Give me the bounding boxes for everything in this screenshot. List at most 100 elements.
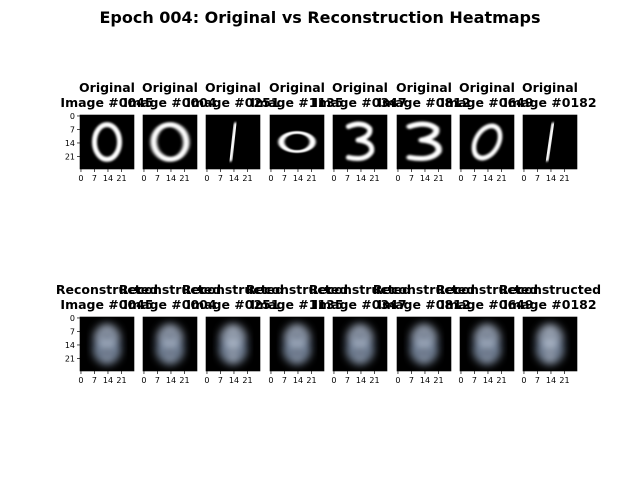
panel-title-image: Image #0251 [186, 297, 279, 312]
y-tick-label: 21 [65, 152, 75, 161]
panel-title-label: Reconstructed [309, 282, 411, 297]
x-tick-label: 14 [483, 174, 493, 183]
x-tick-label: 0 [78, 376, 83, 385]
heatmap-image [142, 114, 198, 170]
x-tick-label: 0 [78, 174, 83, 183]
heatmap-image [79, 316, 135, 372]
y-tick-label: 7 [70, 327, 75, 336]
x-tick-label: 7 [345, 376, 350, 385]
panel-title-label: Original [522, 80, 578, 95]
x-tick-label: 21 [116, 376, 126, 385]
x-tick-label: 0 [521, 376, 526, 385]
heatmap-image [396, 114, 452, 170]
x-tick-label: 0 [331, 376, 336, 385]
heatmap-image [459, 114, 515, 170]
x-tick-label: 0 [521, 174, 526, 183]
x-tick-label: 0 [141, 376, 146, 385]
panel-title-label: Reconstructed [56, 282, 158, 297]
panel-title-image: Image #0182 [503, 297, 596, 312]
x-tick-label: 0 [395, 376, 400, 385]
x-tick-label: 14 [103, 376, 113, 385]
x-tick-label: 21 [559, 376, 569, 385]
x-tick-label: 0 [395, 174, 400, 183]
x-tick-label: 21 [179, 174, 189, 183]
x-tick-label: 21 [496, 376, 506, 385]
x-tick-label: 21 [306, 174, 316, 183]
x-tick-label: 14 [229, 376, 239, 385]
y-tick-label: 7 [70, 125, 75, 134]
panel-title-label: Reconstructed [246, 282, 348, 297]
panel-title-image: Image #0251 [186, 95, 279, 110]
x-tick-label: 14 [103, 174, 113, 183]
x-tick-label: 21 [369, 376, 379, 385]
heatmap-image [269, 114, 325, 170]
x-tick-label: 14 [356, 376, 366, 385]
y-tick-label: 14 [65, 341, 75, 350]
panel-title-label: Original [142, 80, 198, 95]
x-tick-label: 0 [268, 376, 273, 385]
x-tick-label: 7 [535, 174, 540, 183]
x-tick-label: 21 [496, 174, 506, 183]
x-tick-label: 21 [306, 376, 316, 385]
panel-title-image: Image #0004 [123, 297, 216, 312]
panel-title-label: Original [269, 80, 325, 95]
x-tick-label: 14 [420, 174, 430, 183]
panel-title-label: Reconstructed [499, 282, 601, 297]
panel-title-label: Reconstructed [373, 282, 475, 297]
panel-title-label: Original [205, 80, 261, 95]
figure-title: Epoch 004: Original vs Reconstruction He… [99, 8, 541, 27]
x-tick-label: 21 [433, 174, 443, 183]
x-tick-label: 14 [293, 376, 303, 385]
panel-title-label: Original [332, 80, 388, 95]
heatmap-image [269, 316, 325, 372]
heatmap-image [79, 114, 135, 170]
panel-title-image: Image #0649 [440, 297, 533, 312]
x-tick-label: 7 [409, 376, 414, 385]
heatmap-image [332, 114, 388, 170]
panel-title-label: Original [459, 80, 515, 95]
x-tick-label: 7 [218, 174, 223, 183]
panel-title-image: Image #0045 [60, 297, 153, 312]
panel-title-image: Image #0182 [503, 95, 596, 110]
x-tick-label: 7 [218, 376, 223, 385]
x-tick-label: 21 [369, 174, 379, 183]
y-tick-label: 14 [65, 139, 75, 148]
heatmap-image [522, 316, 578, 372]
panel-title-label: Original [79, 80, 135, 95]
x-tick-label: 7 [282, 174, 287, 183]
x-tick-label: 7 [409, 174, 414, 183]
x-tick-label: 14 [546, 376, 556, 385]
y-tick-label: 0 [70, 112, 75, 121]
x-tick-label: 7 [472, 376, 477, 385]
x-tick-label: 7 [535, 376, 540, 385]
x-tick-label: 0 [204, 376, 209, 385]
heatmap-image [142, 316, 198, 372]
x-tick-label: 21 [559, 174, 569, 183]
panel-title-label: Original [396, 80, 452, 95]
x-tick-label: 0 [458, 174, 463, 183]
y-tick-label: 0 [70, 314, 75, 323]
x-tick-label: 14 [356, 174, 366, 183]
x-tick-label: 0 [331, 174, 336, 183]
x-tick-label: 14 [546, 174, 556, 183]
panel-title-image: Image #1135 [250, 297, 343, 312]
panel-title-image: Image #0004 [123, 95, 216, 110]
x-tick-label: 21 [433, 376, 443, 385]
panel-title-image: Image #0812 [377, 95, 470, 110]
panel-title-image: Image #0347 [313, 95, 406, 110]
x-tick-label: 0 [204, 174, 209, 183]
